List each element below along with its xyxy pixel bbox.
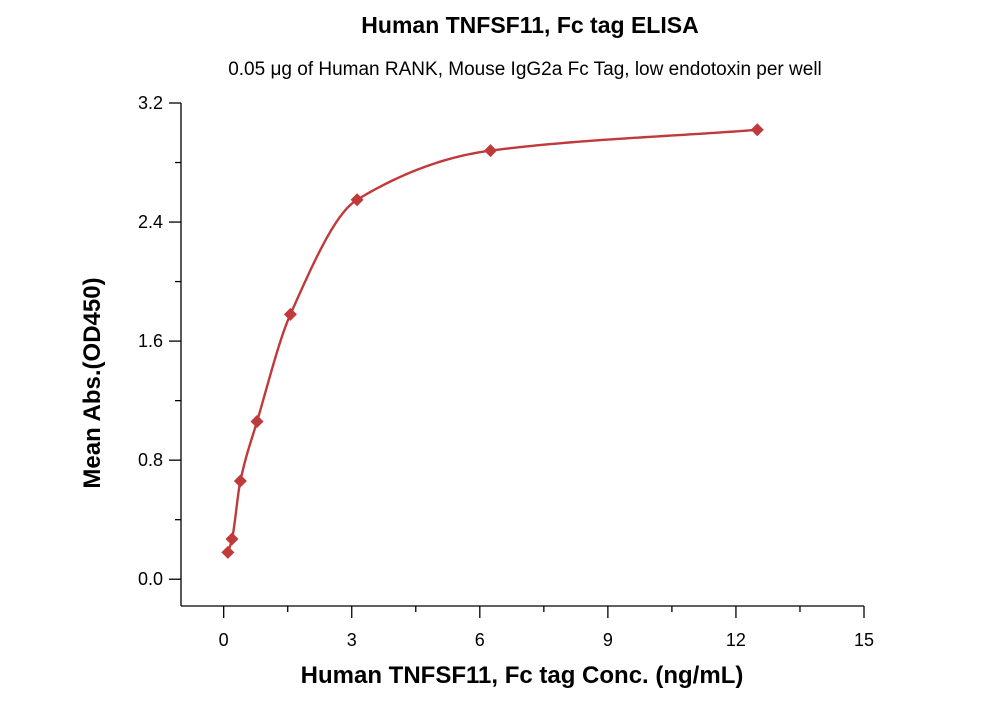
- data-point: [221, 545, 235, 559]
- x-tick-label: 6: [475, 630, 485, 650]
- data-point: [350, 193, 364, 207]
- x-axis-label: Human TNFSF11, Fc tag Conc. (ng/mL): [301, 662, 744, 689]
- chart-subtitle: 0.05 μg of Human RANK, Mouse IgG2a Fc Ta…: [228, 59, 822, 80]
- chart-title: Human TNFSF11, Fc tag ELISA: [361, 12, 698, 38]
- data-point: [225, 532, 239, 546]
- y-axis-label: Mean Abs.(OD450): [79, 277, 106, 488]
- data-point: [283, 307, 297, 321]
- axes: [180, 103, 864, 607]
- data-point: [483, 144, 497, 158]
- x-tick-label: 3: [347, 630, 357, 650]
- y-tick-label: 1.6: [138, 331, 163, 351]
- x-ticks: 0 3 6 9 12 15: [219, 606, 874, 650]
- x-tick-label: 12: [726, 630, 746, 650]
- fit-curve: [226, 128, 758, 553]
- data-points: [221, 123, 764, 559]
- data-point: [233, 474, 247, 488]
- x-tick-label: 15: [854, 630, 874, 650]
- x-tick-label: 9: [603, 630, 613, 650]
- y-tick-label: 0.0: [138, 569, 163, 589]
- y-tick-label: 0.8: [138, 450, 163, 470]
- y-ticks: 0.0 0.8 1.6 2.4 3.2: [138, 93, 181, 589]
- x-tick-label: 0: [219, 630, 229, 650]
- data-point: [750, 123, 764, 137]
- data-point: [250, 414, 264, 428]
- y-tick-label: 3.2: [138, 93, 163, 113]
- y-tick-label: 2.4: [138, 212, 163, 232]
